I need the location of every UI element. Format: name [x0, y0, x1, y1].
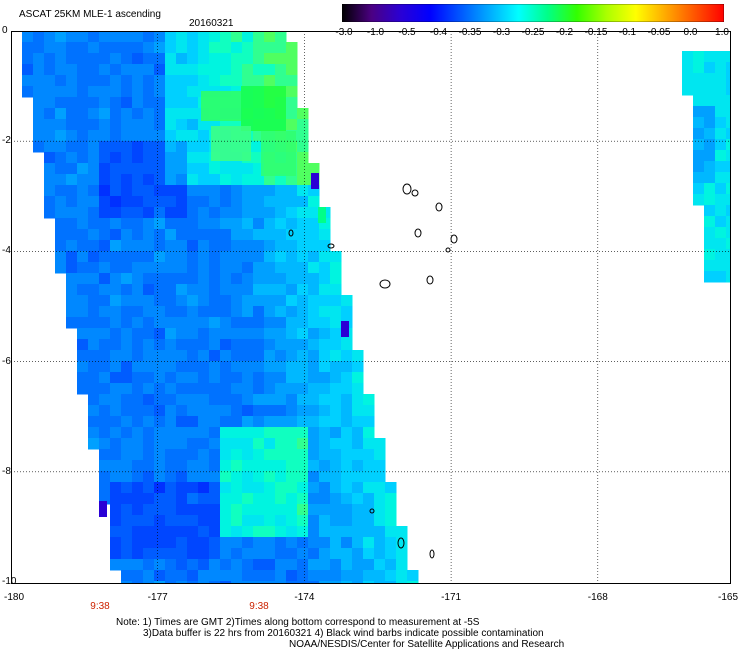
time-label-left: 9:38: [90, 601, 110, 612]
ascat-swath-map: [11, 31, 731, 584]
latitude-label: -8: [2, 465, 11, 477]
longitude-label: -165: [717, 592, 739, 603]
latitude-label: -6: [2, 355, 11, 367]
colorbar-tick-label: 0.0: [683, 27, 698, 38]
colorbar-gradient: [342, 4, 724, 22]
note-line-2: 3)Data buffer is 22 hrs from 20160321 4)…: [143, 628, 544, 639]
colorbar-tick-label: -3.0: [335, 27, 353, 38]
colorbar-tick-label: -0.05: [647, 27, 671, 38]
colorbar-tick-label: -0.15: [584, 27, 608, 38]
map-title: ASCAT 25KM MLE-1 ascending: [19, 9, 161, 20]
time-label-right: 9:38: [249, 601, 269, 612]
island-outlines: [288, 183, 458, 559]
dark-edge-cells: [99, 173, 349, 517]
longitude-label: -171: [441, 592, 462, 603]
colorbar-tick-label: -1.0: [366, 27, 385, 38]
longitude-label: -174: [294, 592, 315, 603]
latitude-label: -2: [2, 135, 11, 147]
note-line-3: NOAA/NESDIS/Center for Satellite Applica…: [289, 639, 565, 650]
latitude-label: -10: [2, 576, 17, 587]
map-frame: [11, 31, 731, 584]
colorbar: [342, 4, 724, 22]
colorbar-tick-label: -0.4: [429, 27, 448, 38]
latitude-label: 0: [2, 25, 8, 36]
longitude-label: -177: [147, 592, 168, 603]
colorbar-tick-label: -0.25: [521, 27, 545, 38]
map-date: 20160321: [189, 18, 234, 29]
colorbar-tick-label: -0.2: [555, 27, 574, 38]
longitude-label: -168: [587, 592, 608, 603]
colorbar-tick-label: -0.35: [458, 27, 482, 38]
colorbar-tick-label: -0.3: [492, 27, 511, 38]
longitude-label: -180: [3, 592, 25, 603]
green-patch: [201, 86, 296, 176]
colorbar-tick-label: -0.5: [398, 27, 416, 38]
latitude-label: -4: [2, 245, 11, 257]
right-swath-fragment: [682, 51, 731, 283]
colorbar-tick-label: 1.0: [715, 27, 729, 38]
note-line-1: Note: 1) Times are GMT 2)Times along bot…: [116, 617, 480, 628]
graticule: [11, 31, 731, 584]
colorbar-tick-label: -0.1: [618, 27, 637, 38]
swath-cells: [22, 31, 419, 584]
